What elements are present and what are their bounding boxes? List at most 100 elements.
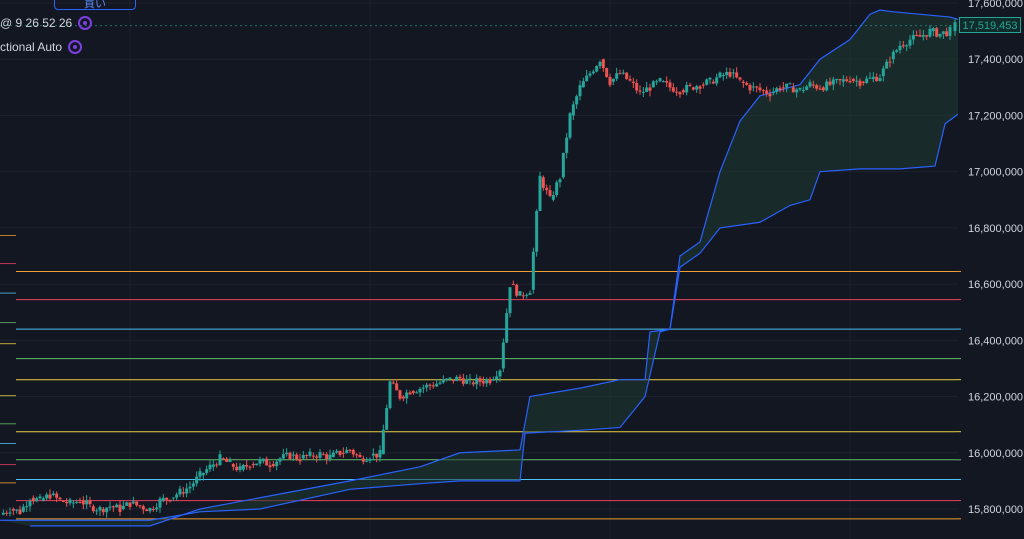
candle-body xyxy=(181,492,185,494)
candle-body xyxy=(538,175,542,211)
candle-body xyxy=(925,35,929,37)
candle-body xyxy=(568,113,572,138)
candle-body xyxy=(168,499,172,502)
sync-icon[interactable] xyxy=(78,16,93,30)
candle-body xyxy=(191,483,195,487)
candle-body xyxy=(391,382,395,384)
candle-body xyxy=(491,379,495,381)
candle-body xyxy=(891,51,895,60)
candle-body xyxy=(121,505,125,509)
candle-body xyxy=(61,500,65,502)
candle-body xyxy=(281,454,285,459)
candle-body xyxy=(531,251,535,290)
candle-body xyxy=(618,73,622,75)
indicator-mode: ctional Auto xyxy=(0,40,63,54)
candle-body xyxy=(575,96,579,105)
candle-body xyxy=(28,500,32,507)
y-tick-label: 16,400,000 xyxy=(968,335,1023,347)
candle-body xyxy=(781,87,785,89)
candle-body xyxy=(321,454,325,456)
candle-body xyxy=(141,506,145,510)
candle-body xyxy=(295,454,299,460)
candle-body xyxy=(875,76,879,82)
candle-body xyxy=(515,284,519,296)
candle-body xyxy=(635,83,639,91)
candle-body xyxy=(731,72,735,74)
candle-body xyxy=(681,90,685,93)
candle-body xyxy=(953,22,957,32)
candle-body xyxy=(95,510,99,512)
candle-body xyxy=(471,382,475,385)
candle-body xyxy=(695,86,699,90)
candle-body xyxy=(798,87,802,90)
candle-body xyxy=(935,28,939,37)
y-tick-label: 16,600,000 xyxy=(968,279,1023,291)
candle-body xyxy=(688,84,692,86)
buy-button[interactable]: 買い xyxy=(54,0,136,10)
candle-body xyxy=(825,81,829,91)
sync-icon[interactable] xyxy=(68,40,83,54)
candle-body xyxy=(131,501,135,504)
candle-body xyxy=(545,187,549,191)
candle-body xyxy=(271,464,275,467)
horizontal-levels xyxy=(0,234,955,520)
candle-body xyxy=(848,81,852,83)
candle-body xyxy=(151,509,155,510)
candle-body xyxy=(288,452,292,460)
candle-body xyxy=(251,464,255,466)
candle-body xyxy=(461,378,465,384)
candle-body xyxy=(845,79,849,82)
cloud-fill xyxy=(0,10,960,526)
candle-body xyxy=(208,464,212,470)
candle-body xyxy=(708,77,712,80)
candle-body xyxy=(311,455,315,457)
candle-body xyxy=(358,455,362,458)
candle-body xyxy=(941,31,945,34)
candle-body xyxy=(558,179,562,183)
candle-body xyxy=(881,68,885,77)
candle-body xyxy=(835,79,839,81)
candle-body xyxy=(365,460,369,462)
candle-body xyxy=(775,88,779,92)
candle-body xyxy=(328,454,332,460)
candle-body xyxy=(228,460,232,462)
candle-body xyxy=(671,87,675,92)
candle-body xyxy=(858,80,862,86)
candle-body xyxy=(401,396,405,399)
candle-body xyxy=(815,85,819,89)
candle-body xyxy=(768,93,772,97)
candle-body xyxy=(475,378,479,385)
candle-body xyxy=(428,384,432,386)
candle-body xyxy=(905,45,909,47)
candle-body xyxy=(85,500,89,505)
candle-body xyxy=(718,72,722,78)
candle-body xyxy=(338,450,342,455)
candle-body xyxy=(381,429,385,455)
ichimoku-cloud xyxy=(0,9,961,527)
candle-body xyxy=(625,72,629,80)
candle-body xyxy=(78,501,82,503)
candle-body xyxy=(805,86,809,91)
candle-body xyxy=(458,376,462,379)
candle-body xyxy=(11,509,15,511)
candle-body xyxy=(488,379,492,384)
candle-body xyxy=(921,35,925,37)
candle-body xyxy=(348,449,352,451)
candle-body xyxy=(928,28,932,37)
candle-body xyxy=(15,509,19,511)
candle-body xyxy=(851,78,855,82)
candle-body xyxy=(811,84,815,86)
candle-body xyxy=(751,86,755,88)
candle-body xyxy=(651,81,655,88)
candle-body xyxy=(501,342,505,369)
candle-body xyxy=(248,466,252,468)
candle-body xyxy=(868,77,872,79)
candle-body xyxy=(261,458,265,462)
candle-body xyxy=(451,379,455,382)
price-axis: 15,800,000 16,000,000 16,200,000 16,400,000… xyxy=(955,0,1024,539)
candle-body xyxy=(161,497,165,501)
candle-body xyxy=(341,452,345,454)
candle-body xyxy=(715,77,719,84)
candle-body xyxy=(421,387,425,389)
